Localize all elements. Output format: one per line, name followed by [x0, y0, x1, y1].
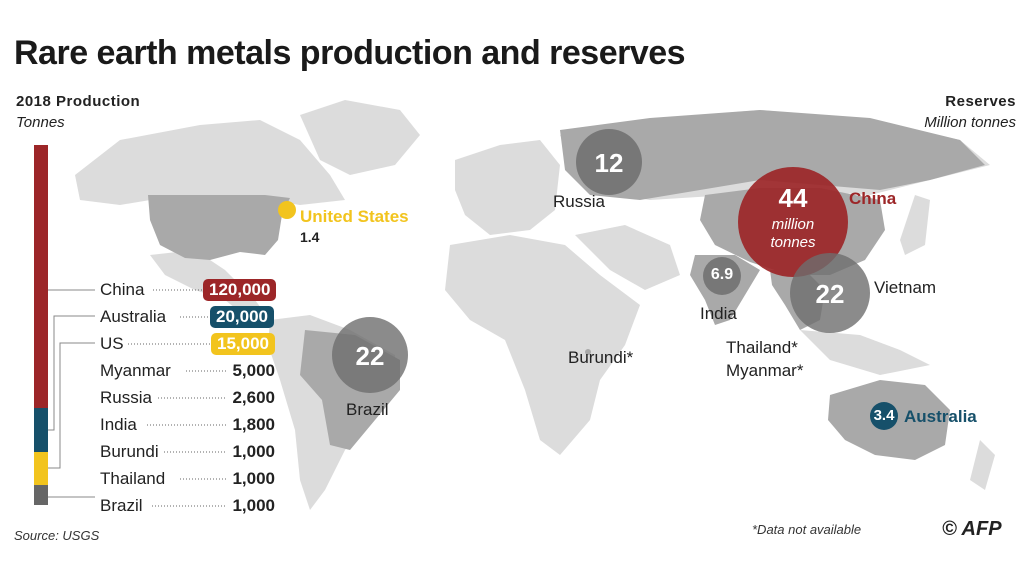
- map-label-burundi: Burundi*: [568, 348, 634, 367]
- bubble-china: [738, 167, 848, 277]
- middle-east-shape: [575, 225, 680, 290]
- row-value-thailand: 1,000: [232, 469, 275, 488]
- map-label-united-states: United States: [300, 207, 409, 226]
- bar-segment-us: [34, 452, 48, 485]
- row-value-myanmar: 5,000: [232, 361, 275, 380]
- page-title: Rare earth metals production and reserve…: [14, 34, 686, 72]
- map-label-brazil: Brazil: [346, 400, 389, 419]
- bubble-russia: [576, 129, 642, 195]
- japan-shape: [900, 195, 930, 255]
- reserves-unit: Million tonnes: [924, 114, 1016, 131]
- bubble-australia-value: 3.4: [873, 407, 895, 424]
- row-label-brazil: Brazil: [100, 496, 143, 515]
- bubble-us: [278, 201, 296, 219]
- bubble-australia: [870, 402, 898, 430]
- map-label-vietnam: Vietnam: [874, 278, 937, 297]
- reserves-heading: Reserves: [945, 93, 1016, 110]
- row-label-myanmar: Myanmar: [100, 361, 171, 380]
- greenland-shape: [300, 100, 420, 175]
- canada-shape: [75, 120, 345, 205]
- europe-shape: [455, 140, 560, 235]
- bubble-china-sub2: tonnes: [770, 234, 816, 251]
- row-label-burundi: Burundi: [100, 442, 159, 461]
- bubble-vietnam: [790, 253, 870, 333]
- footnote: *Data not available: [752, 522, 862, 537]
- map-label-myanmar: Myanmar*: [726, 361, 804, 380]
- bubble-russia-value: 12: [594, 148, 624, 178]
- row-label-india: India: [100, 415, 137, 434]
- map-label-china: China: [849, 189, 897, 208]
- map-label-india: India: [700, 304, 737, 323]
- usa-shape: [148, 195, 290, 260]
- bubble-brazil: [332, 317, 408, 393]
- leader-us: [48, 342, 95, 469]
- row-value-burundi: 1,000: [232, 442, 275, 461]
- production-heading: 2018 Production: [16, 93, 141, 110]
- bubble-china-value: 44: [778, 183, 808, 213]
- row-value-us: 15,000: [211, 333, 275, 355]
- bubble-brazil-value: 22: [355, 341, 385, 371]
- map-label-russia: Russia: [553, 192, 605, 211]
- row-value-china: 120,000: [203, 279, 277, 301]
- map-label-australia: Australia: [904, 407, 977, 426]
- bubble-china-sub1: million: [771, 216, 815, 233]
- map-label-thailand: Thailand*: [726, 338, 798, 357]
- source-note: Source: USGS: [14, 528, 100, 543]
- production-bar-chart: [34, 145, 95, 505]
- bar-segment-china: [34, 145, 48, 408]
- burundi-shape: [585, 349, 591, 355]
- bubble-india: [703, 257, 741, 295]
- bubble-vietnam-value: 22: [815, 279, 845, 309]
- new-zealand-shape: [970, 440, 995, 490]
- bar-segment-others: [34, 485, 48, 505]
- row-label-us: US: [100, 334, 124, 353]
- indonesia-shape: [800, 330, 930, 375]
- row-value-russia: 2,600: [232, 388, 275, 407]
- bubble-india-value: 6.9: [710, 266, 734, 283]
- row-value-brazil: 1,000: [232, 496, 275, 515]
- production-unit: Tonnes: [16, 114, 65, 131]
- row-label-russia: Russia: [100, 388, 152, 407]
- row-label-thailand: Thailand: [100, 469, 166, 488]
- africa-shape: [445, 235, 640, 455]
- map-value-united-states: 1.4: [300, 229, 320, 245]
- row-label-australia: Australia: [100, 307, 167, 326]
- bar-segment-australia: [34, 408, 48, 452]
- row-value-india: 1,800: [232, 415, 275, 434]
- leader-australia: [48, 315, 95, 431]
- afp-logo: © AFP: [942, 518, 1002, 540]
- russia-shape: [560, 110, 985, 200]
- row-value-australia: 20,000: [210, 306, 274, 328]
- row-label-china: China: [100, 280, 145, 299]
